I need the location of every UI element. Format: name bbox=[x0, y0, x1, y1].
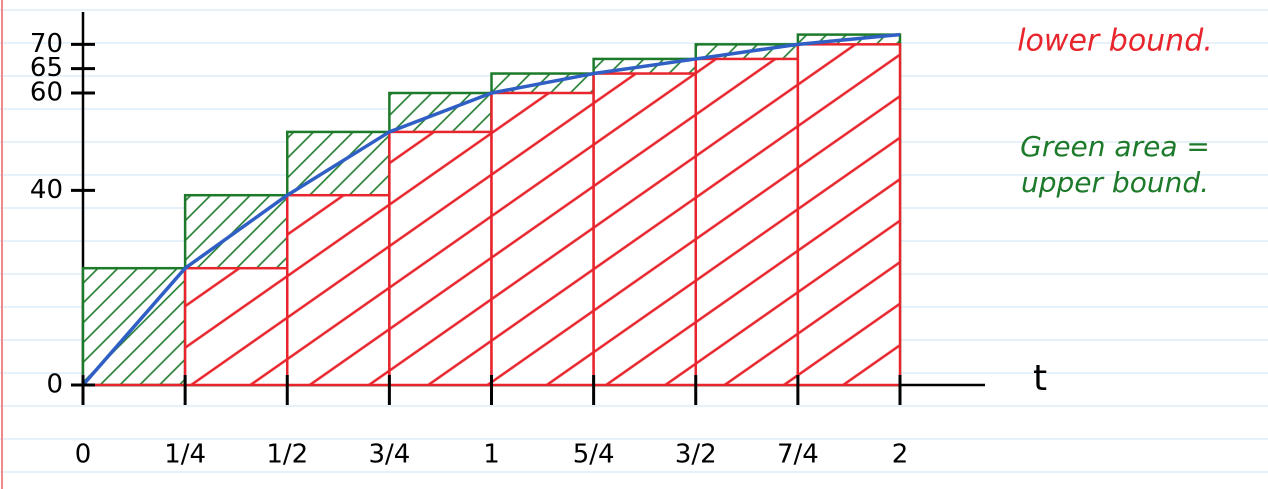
y-tick-label: 0 bbox=[46, 370, 63, 400]
y-tick-label: 40 bbox=[30, 175, 63, 205]
x-tick-label: 3/4 bbox=[368, 440, 410, 470]
lower-rect bbox=[594, 74, 696, 385]
annotation: upper bound. bbox=[1021, 166, 1209, 199]
lower-rect bbox=[798, 44, 900, 385]
chart: 01/41/23/415/43/27/42040606570 t lower b… bbox=[0, 0, 1268, 489]
lower-rect bbox=[696, 59, 798, 385]
x-tick-label: 0 bbox=[75, 440, 92, 470]
x-tick-label: 7/4 bbox=[777, 440, 819, 470]
annotation: lower bound. bbox=[1017, 24, 1213, 59]
y-tick-label: 70 bbox=[30, 29, 63, 59]
annotation: Green area = bbox=[1020, 130, 1210, 163]
lower-rect bbox=[185, 268, 287, 385]
x-tick-label: 2 bbox=[892, 440, 909, 470]
x-tick-label: 1/2 bbox=[266, 440, 308, 470]
x-axis-label: t bbox=[1033, 358, 1047, 399]
x-tick-label: 5/4 bbox=[573, 440, 615, 470]
x-tick-label: 1 bbox=[483, 440, 500, 470]
lower-rect bbox=[389, 132, 491, 385]
x-tick-label: 1/4 bbox=[164, 440, 206, 470]
x-tick-label: 3/2 bbox=[675, 440, 717, 470]
lower-rect bbox=[492, 93, 594, 385]
lower-rect bbox=[287, 195, 389, 385]
